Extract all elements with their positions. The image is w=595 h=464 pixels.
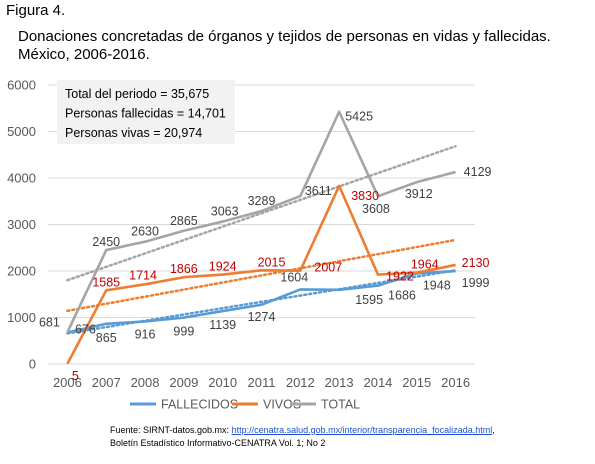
data-label: 681	[39, 315, 60, 329]
data-label: 1922	[386, 270, 414, 284]
chart-title: Donaciones concretadas de órganos y teji…	[18, 28, 588, 64]
summary-line: Personas vivas = 20,974	[65, 126, 202, 140]
data-label: 2630	[131, 225, 159, 239]
x-tick-label: 2012	[286, 375, 315, 390]
source-note: Fuente: SIRNT-datos.gob.mx: http://cenat…	[110, 424, 495, 450]
data-label: 1595	[355, 293, 383, 307]
data-label: 2015	[258, 255, 286, 269]
summary-line: Personas fallecidas = 14,701	[65, 107, 226, 121]
data-label: 1964	[411, 258, 439, 272]
y-tick-label: 0	[29, 357, 36, 372]
x-tick-label: 2015	[402, 375, 431, 390]
x-tick-label: 2016	[441, 375, 470, 390]
trendline-total	[66, 145, 457, 282]
data-label: 2130	[462, 256, 490, 270]
data-label: 1948	[423, 278, 451, 292]
x-tick-label: 2013	[325, 375, 354, 390]
x-tick-label: 2014	[363, 375, 392, 390]
legend-label-total: TOTAL	[321, 398, 360, 412]
data-label: 1139	[209, 318, 236, 332]
y-tick-label: 5000	[7, 124, 36, 139]
x-tick-label: 2009	[169, 375, 198, 390]
legend-label-fallecidos: FALLECIDOS	[161, 398, 238, 412]
source-line-2: Boletín Estadístico Informativo-CENATRA …	[110, 438, 326, 448]
x-tick-label: 2011	[248, 375, 276, 390]
data-label: 3830	[351, 189, 379, 203]
x-tick-label: 2010	[208, 375, 237, 390]
data-label: 1866	[170, 262, 198, 276]
data-label: 1274	[248, 310, 276, 324]
data-label: 3608	[362, 202, 390, 216]
figure-label: Figura 4.	[6, 2, 66, 19]
summary-line: Total del periodo = 35,675	[65, 87, 209, 101]
data-label: 916	[135, 327, 156, 341]
data-label: 865	[96, 331, 117, 345]
data-label: 3611	[305, 184, 332, 198]
data-label: 4129	[464, 165, 492, 179]
series-line-total	[66, 110, 456, 333]
x-tick-label: 2008	[131, 375, 160, 390]
legend-label-vivos: VIVOS	[263, 398, 301, 412]
data-label: 1686	[388, 289, 416, 303]
x-tick-label: 2006	[53, 375, 82, 390]
data-label: 1714	[129, 268, 157, 282]
data-label: 3912	[405, 187, 433, 201]
y-tick-label: 3000	[7, 217, 36, 232]
chart-title-line-2: México, 2006-2016.	[18, 46, 150, 63]
data-label: 5	[72, 369, 79, 383]
data-label: 3063	[211, 205, 239, 219]
x-tick-label: 2007	[92, 375, 121, 390]
data-label: 999	[173, 325, 194, 339]
source-prefix: Fuente: SIRNT-datos.gob.mx:	[110, 425, 232, 435]
y-tick-label: 4000	[7, 171, 36, 186]
summary-box	[57, 80, 235, 144]
series-line-fallecidos	[67, 269, 456, 334]
data-label: 2450	[92, 235, 120, 249]
line-chart: 0 1000 2000 3000 4000 5000 6000 2006 2007 2008 200…	[7, 78, 492, 412]
series-line-vivos	[66, 184, 456, 365]
data-label: 1604	[280, 270, 308, 284]
y-tick-label: 2000	[7, 264, 36, 279]
data-label: 2865	[170, 214, 198, 228]
source-suffix: ,	[492, 425, 495, 435]
data-label: 1924	[209, 260, 237, 274]
data-label: 676	[75, 323, 96, 337]
y-tick-label: 1000	[7, 310, 36, 325]
data-label: 2007	[314, 261, 342, 275]
trendline-vivos	[66, 238, 457, 313]
data-label: 1585	[92, 275, 120, 289]
y-tick-label: 6000	[7, 78, 36, 93]
source-link[interactable]: http://cenatra.salud.gob.mx/interior/tra…	[231, 425, 493, 435]
chart-title-line-1: Donaciones concretadas de órganos y teji…	[18, 28, 551, 45]
data-label: 3289	[248, 194, 276, 208]
data-label: 1999	[462, 276, 490, 290]
data-label: 5425	[345, 110, 373, 124]
